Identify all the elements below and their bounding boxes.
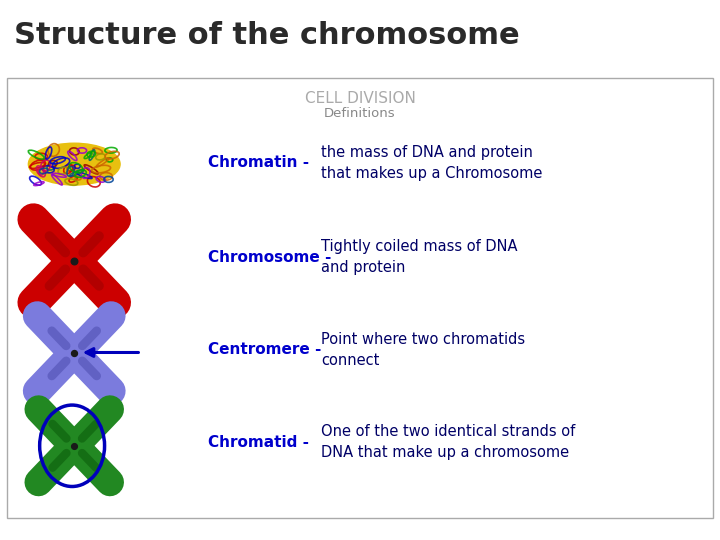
- Ellipse shape: [28, 143, 120, 185]
- Text: Chromatin -: Chromatin -: [208, 156, 310, 170]
- Text: Chromosome -: Chromosome -: [208, 250, 332, 265]
- Text: One of the two identical strands of
DNA that make up a chromosome: One of the two identical strands of DNA …: [321, 424, 575, 460]
- Text: Definitions: Definitions: [324, 107, 396, 120]
- Text: CELL DIVISION: CELL DIVISION: [305, 91, 415, 106]
- Text: the mass of DNA and protein
that makes up a Chromosome: the mass of DNA and protein that makes u…: [321, 145, 543, 181]
- Text: Centromere -: Centromere -: [208, 342, 322, 357]
- Text: Point where two chromatids
connect: Point where two chromatids connect: [321, 332, 526, 368]
- Text: Tightly coiled mass of DNA
and protein: Tightly coiled mass of DNA and protein: [321, 239, 518, 275]
- Text: Chromatid -: Chromatid -: [208, 435, 310, 450]
- Text: Structure of the chromosome: Structure of the chromosome: [14, 21, 520, 50]
